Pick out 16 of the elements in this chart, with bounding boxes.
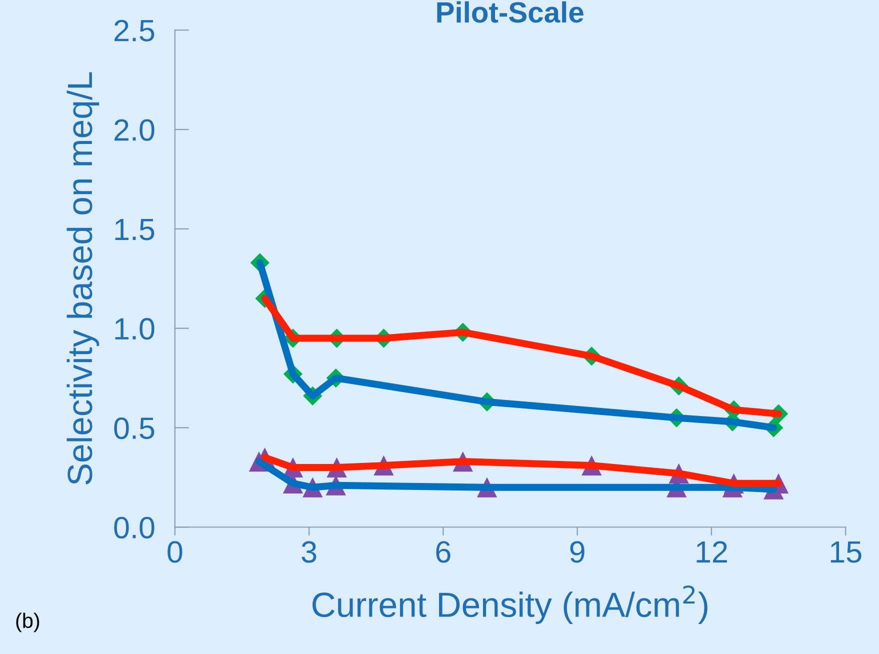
x-tick-label: 3 xyxy=(302,541,316,563)
x-tick-label: 15 xyxy=(830,541,862,563)
y-tick-label: 1.5 xyxy=(115,218,154,240)
text: (b) xyxy=(16,612,40,632)
x-tick-label: 9 xyxy=(570,541,584,563)
chart-title: Pilot-Scale xyxy=(437,1,584,23)
x-tick-label: 12 xyxy=(696,541,727,562)
y-tick-label: 1.0 xyxy=(115,318,154,340)
y-tick-label: 0.0 xyxy=(114,516,154,538)
x-axis-title: Current Density (mA/cm$^{2}$) xyxy=(312,585,708,624)
y-tick-label: 2.0 xyxy=(114,119,154,141)
x-tick-label: 0 xyxy=(168,541,182,563)
x-tick-label: 6 xyxy=(436,541,450,563)
y-tick-label: 0.5 xyxy=(114,417,154,440)
y-axis-title: Selectivity based on meq/L xyxy=(66,72,100,484)
y-tick-label: 2.5 xyxy=(114,20,154,42)
